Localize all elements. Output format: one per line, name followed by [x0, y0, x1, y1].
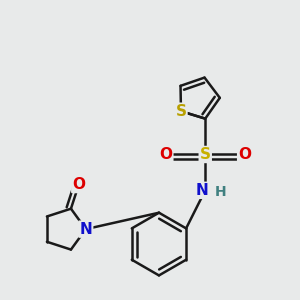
Text: S: S — [176, 104, 187, 119]
Text: O: O — [159, 147, 172, 162]
Text: O: O — [238, 147, 251, 162]
Text: N: N — [196, 183, 208, 198]
Text: S: S — [200, 147, 211, 162]
Text: N: N — [80, 222, 92, 237]
Text: O: O — [72, 177, 85, 192]
Text: H: H — [214, 185, 226, 199]
